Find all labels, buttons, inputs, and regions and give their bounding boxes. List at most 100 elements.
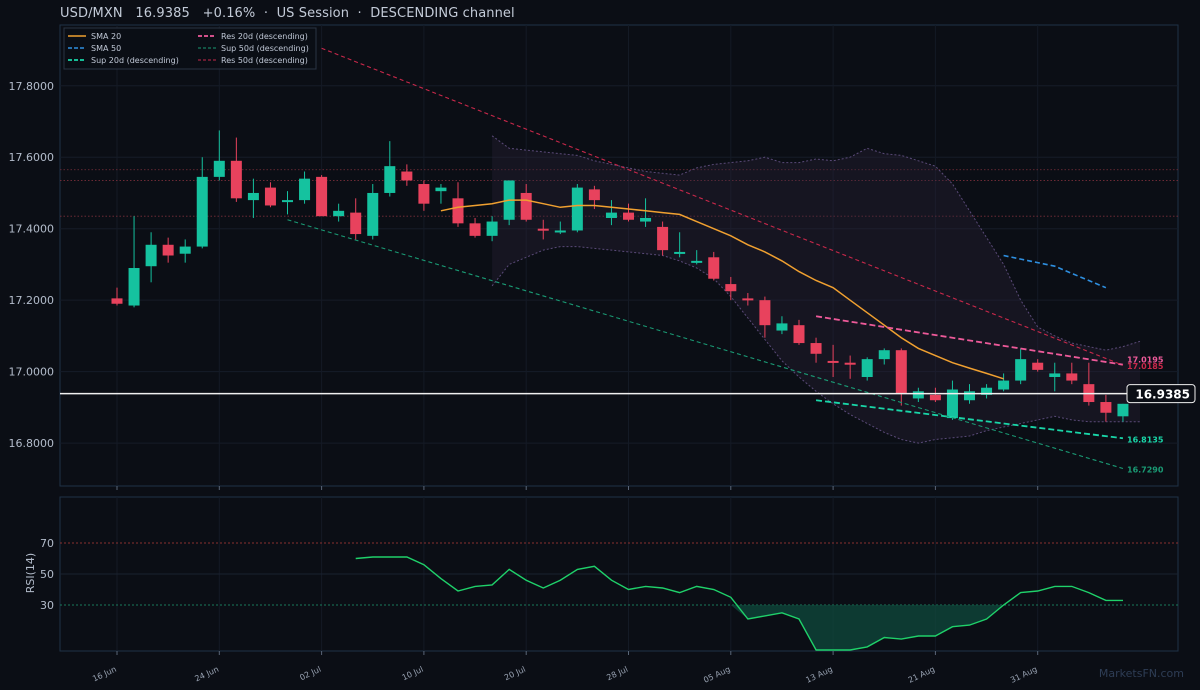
chart-title: USD/MXN 16.9385 +0.16% · US Session · DE… (60, 6, 515, 21)
candle-body (145, 244, 157, 267)
date-tick-label: 02 Jul (298, 665, 322, 683)
date-tick-label: 28 Jul (605, 665, 629, 683)
candle-body (162, 244, 174, 256)
title-symbol: USD/MXN (60, 6, 123, 21)
candle-body (742, 298, 754, 301)
rsi-ytick-label: 50 (40, 568, 54, 581)
date-tick-label: 20 Jul (503, 665, 527, 683)
price-ytick-label: 17.4000 (9, 223, 55, 236)
last-price-label: 16.9385 (1135, 388, 1190, 402)
candle-body (554, 230, 566, 233)
title-price: 16.9385 (135, 6, 190, 21)
candle-body (452, 198, 464, 224)
candle-body (1100, 402, 1112, 413)
candle-body (333, 210, 345, 217)
bollinger-lower (491, 246, 1140, 444)
candle-body (708, 257, 720, 279)
candle-body (759, 300, 771, 326)
rsi-ylabel: RSI(14) (24, 553, 37, 593)
candle-body (350, 212, 362, 235)
candle-body (623, 212, 634, 220)
candle-body (571, 187, 583, 231)
date-tick-label: 31 Aug (1009, 665, 1038, 685)
price-ytick-label: 17.8000 (9, 80, 55, 93)
candle-body (827, 360, 839, 363)
channel-line (321, 47, 1124, 366)
legend-label-res50: Res 50d (descending) (221, 56, 308, 65)
candle-body (1049, 373, 1061, 378)
title-channel: DESCENDING channel (370, 6, 515, 21)
rsi-ytick-label: 70 (40, 537, 54, 550)
candle-body (179, 246, 191, 254)
legend-label-res20: Res 20d (descending) (221, 32, 308, 41)
candle-body (1117, 403, 1129, 417)
candle-body (998, 380, 1010, 390)
legend-label-sma20: SMA 20 (91, 32, 121, 41)
candle-body (605, 212, 617, 218)
title-change: +0.16% (202, 6, 256, 21)
watermark: MarketsFN.com (1098, 667, 1184, 680)
date-tick-label: 16 Jun (91, 665, 118, 684)
bollinger-upper (491, 135, 1141, 351)
channel-line (815, 315, 1124, 366)
candle-body (316, 176, 328, 217)
title-session: US Session (276, 6, 350, 21)
candle-body (776, 323, 788, 331)
candle-body (282, 200, 293, 203)
candle-body (520, 192, 532, 220)
legend: SMA 20 SMA 50 Sup 20d (descending) Res 20d … (63, 27, 317, 70)
date-tick-label: 05 Aug (702, 665, 731, 685)
candle-body (810, 343, 822, 354)
rsi-oversold-fill (355, 605, 1123, 650)
candle-body (912, 391, 924, 399)
rsi-ytick-label: 30 (40, 599, 54, 612)
candle-body (486, 221, 498, 236)
bollinger-fill (492, 135, 1141, 444)
date-tick-label: 10 Jul (401, 665, 425, 683)
candle-body (247, 192, 259, 201)
channel-line (815, 399, 1124, 440)
rsi-line (355, 556, 1123, 651)
candle-body (213, 160, 225, 177)
candle-body (537, 228, 549, 231)
candle-body (640, 217, 652, 222)
candle-body (1015, 359, 1027, 381)
candle-body (861, 359, 873, 378)
title-sep-1: · (263, 6, 269, 21)
price-panel-frame (59, 24, 1179, 487)
price-ytick-label: 17.0000 (9, 366, 55, 379)
legend-label-sma50: SMA 50 (91, 44, 121, 53)
legend-box (63, 27, 317, 70)
candle-body (793, 325, 805, 344)
channel-end-label: 16.7290 (1127, 465, 1164, 474)
candle-body (691, 260, 703, 263)
candle-body (981, 387, 993, 395)
candle-body (384, 166, 396, 193)
candle-body (128, 268, 140, 306)
candle-body (674, 251, 686, 254)
candle-body (657, 226, 669, 251)
price-ytick-label: 17.2000 (9, 294, 55, 307)
candle-body (725, 284, 737, 292)
candle-body (230, 160, 242, 199)
candle-body (588, 189, 600, 201)
candle-body (367, 192, 379, 236)
candle-body (964, 391, 975, 401)
candle-body (299, 178, 311, 201)
candle-body (111, 298, 123, 304)
candle-body (418, 184, 430, 204)
candle-body (1066, 373, 1078, 381)
channel-end-label: 16.8135 (1127, 435, 1164, 444)
candle-body (844, 362, 856, 365)
date-tick-label: 21 Aug (907, 665, 936, 685)
legend-label-sup50: Sup 50d (descending) (221, 44, 309, 53)
channel-end-label: 17.0195 (1127, 356, 1164, 365)
candle-body (401, 171, 413, 181)
candle-body (878, 350, 890, 360)
date-tick-label: 24 Jun (193, 665, 220, 684)
price-ytick-label: 16.8000 (9, 437, 55, 450)
candle-body (946, 389, 958, 419)
sma50-line (1003, 254, 1107, 289)
channel-line (287, 219, 1124, 470)
